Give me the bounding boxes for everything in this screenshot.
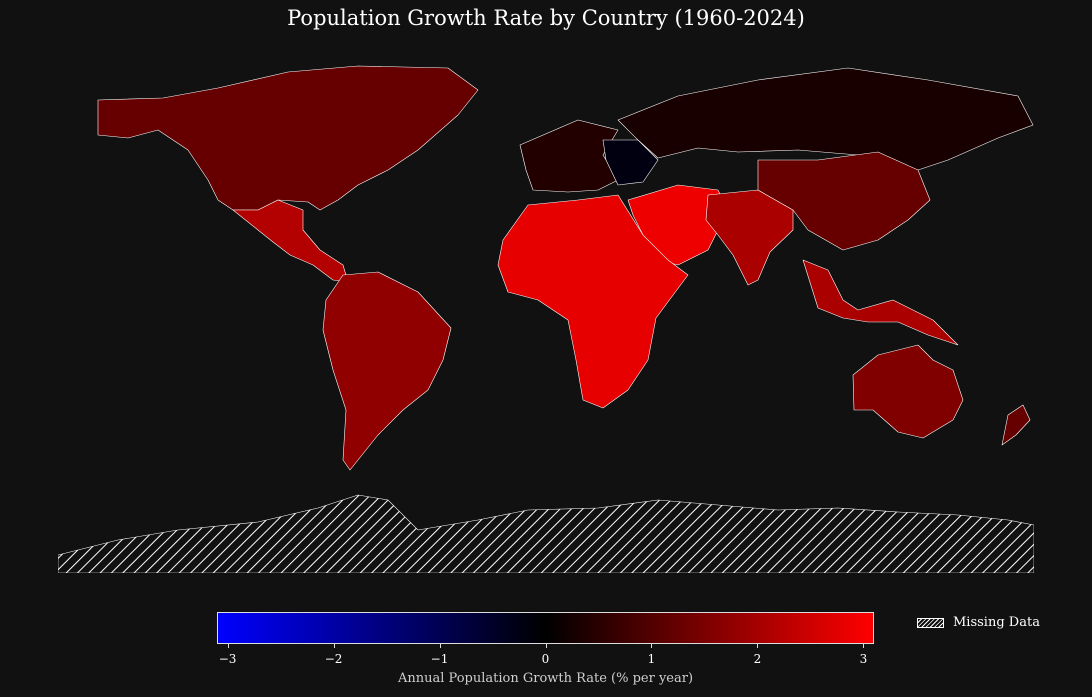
colorbar-tick xyxy=(227,644,229,648)
colorbar-tick-label: −1 xyxy=(430,652,449,666)
region-russia xyxy=(617,67,1034,171)
colorbar-tick xyxy=(651,644,653,648)
missing-data-legend: Missing Data xyxy=(917,615,1040,630)
world-map-svg xyxy=(58,65,1034,573)
region-southeast-asia xyxy=(802,259,959,346)
colorbar-tick xyxy=(863,644,865,648)
colorbar-tick-label: −3 xyxy=(218,652,237,666)
colorbar xyxy=(217,612,874,644)
colorbar-tick-label: 3 xyxy=(859,652,868,666)
world-map xyxy=(58,60,1034,573)
region-east-asia xyxy=(757,151,931,251)
colorbar-tick xyxy=(333,644,335,648)
region-north-america xyxy=(97,65,479,211)
region-central-america xyxy=(232,199,349,283)
region-antarctica xyxy=(58,494,1034,573)
colorbar-tick xyxy=(439,644,441,648)
region-australia xyxy=(852,344,964,439)
colorbar-tick-label: 2 xyxy=(753,652,762,666)
missing-data-label: Missing Data xyxy=(953,615,1040,630)
colorbar-tick xyxy=(757,644,759,648)
colorbar-tick-label: 1 xyxy=(647,652,656,666)
map-title: Population Growth Rate by Country (1960-… xyxy=(287,6,805,30)
colorbar-tick-label: 0 xyxy=(541,652,550,666)
region-western-europe xyxy=(519,119,619,193)
region-south-america xyxy=(322,271,452,471)
region-new-zealand xyxy=(1001,404,1031,446)
region-south-asia xyxy=(705,189,794,286)
colorbar-tick-label: −2 xyxy=(324,652,343,666)
colorbar-label: Annual Population Growth Rate (% per yea… xyxy=(397,671,694,686)
region-africa xyxy=(497,194,689,409)
hatch-swatch xyxy=(917,617,944,628)
colorbar-tick xyxy=(545,644,547,648)
